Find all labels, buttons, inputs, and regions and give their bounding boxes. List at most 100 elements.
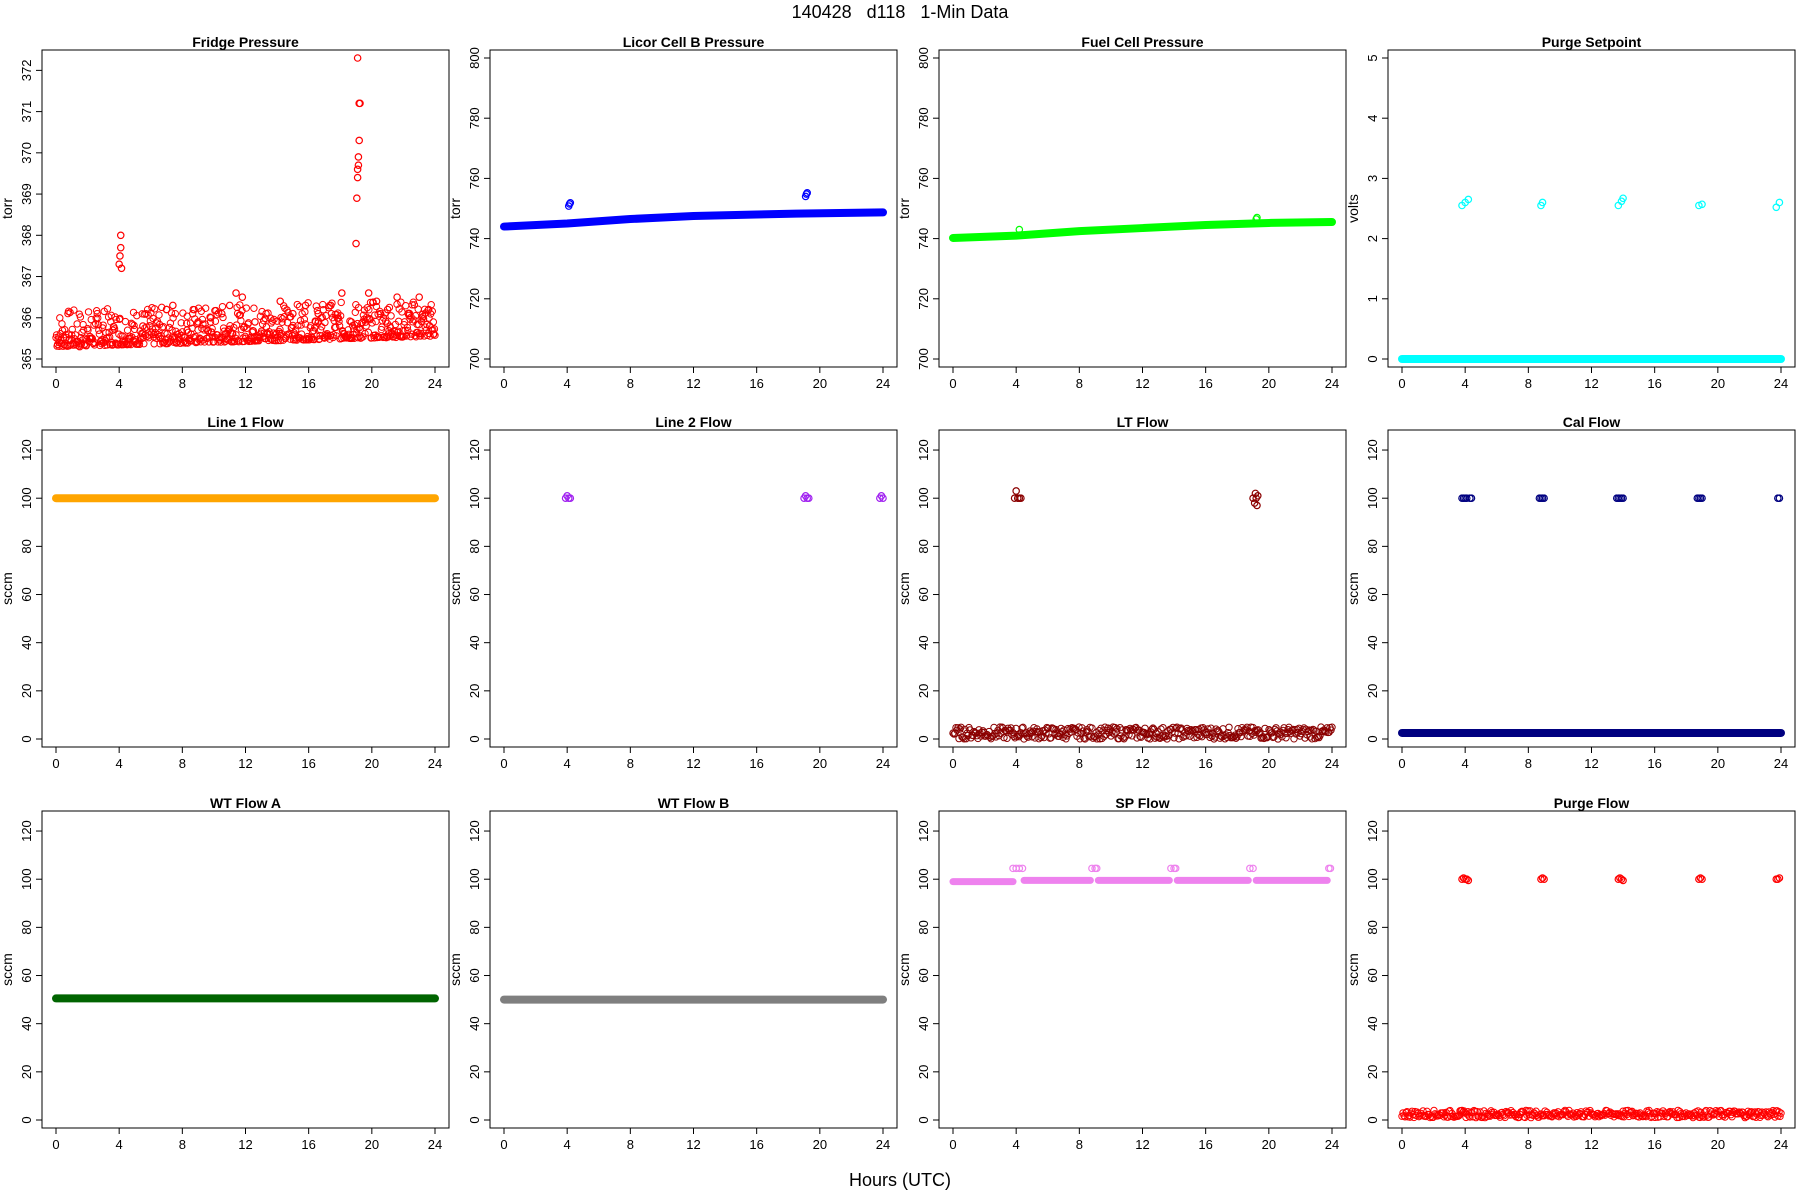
data-point: [415, 293, 424, 301]
y-tick-label: 0: [1365, 355, 1380, 362]
y-tick-label: 20: [19, 684, 34, 698]
band-point: [276, 336, 285, 345]
band-point: [1315, 733, 1323, 742]
y-tick-label: 80: [1365, 539, 1380, 553]
band-point: [1419, 1107, 1427, 1115]
y-tick-label: 120: [467, 820, 482, 842]
band-point: [372, 317, 380, 326]
y-tick-label: 365: [19, 348, 34, 370]
band-point: [236, 311, 245, 319]
y-tick-label: 80: [916, 920, 931, 934]
x-tick-label: 4: [564, 1137, 571, 1152]
plot-frame: [489, 49, 898, 368]
band-point: [1078, 724, 1086, 732]
data-point: [424, 305, 433, 314]
band-point: [90, 321, 98, 329]
data-point: [117, 264, 126, 273]
data-point: [1467, 494, 1476, 503]
band-point: [1095, 726, 1103, 735]
y-tick-label: 40: [1365, 1016, 1380, 1030]
x-tick-label: 12: [1135, 376, 1149, 391]
y-tick-label: 120: [1365, 820, 1380, 842]
band-point: [1007, 724, 1015, 732]
data-point: [356, 99, 364, 108]
band-point: [402, 301, 410, 310]
band-point: [1018, 724, 1026, 732]
x-tick-label: 24: [428, 756, 442, 771]
y-tick-label: 20: [19, 1065, 34, 1079]
data-point: [429, 330, 438, 339]
band-point: [243, 324, 251, 332]
band-point: [1440, 1113, 1448, 1121]
y-tick-label: 40: [916, 635, 931, 649]
y-tick-label: 5: [1365, 54, 1380, 61]
band-point: [1079, 727, 1087, 735]
panel-2: Licor Cell B Pressure torr 0 4 8 12 16 20 24 700 7…: [447, 34, 898, 391]
data-point: [404, 309, 412, 318]
band-point: [324, 331, 332, 340]
band-point: [103, 305, 112, 313]
band-point: [420, 305, 429, 314]
x-tick-label: 16: [1647, 756, 1661, 771]
y-axis-label: torr: [447, 198, 463, 219]
panel-title: Fridge Pressure: [192, 34, 299, 50]
data-point: [353, 54, 362, 62]
y-axis-label: sccm: [1345, 953, 1361, 986]
x-tick-label: 0: [949, 756, 956, 771]
data-point: [1171, 864, 1180, 873]
y-tick-label: 100: [1365, 868, 1380, 890]
band-point: [130, 325, 139, 334]
data-point: [301, 301, 310, 310]
band-point: [1230, 733, 1238, 741]
data-point: [314, 309, 322, 318]
x-tick-label: 16: [749, 376, 763, 391]
band-point: [1280, 724, 1288, 732]
data-point: [1698, 494, 1706, 503]
data-point: [565, 200, 574, 208]
data-point: [218, 309, 226, 318]
y-tick-label: 370: [19, 142, 34, 164]
band-point: [255, 331, 264, 339]
y-tick-label: 60: [19, 968, 34, 982]
x-tick-label: 16: [1198, 376, 1212, 391]
y-tick-label: 100: [916, 487, 931, 509]
x-tick-label: 20: [1711, 1137, 1725, 1152]
x-tick-label: 20: [813, 376, 827, 391]
x-tick-label: 16: [301, 1137, 315, 1152]
y-tick-label: 20: [467, 1065, 482, 1079]
panel-title: SP Flow: [1115, 795, 1169, 811]
band-point: [93, 309, 101, 318]
y-tick-label: 0: [19, 735, 34, 742]
data-point: [116, 252, 124, 260]
band-point: [1142, 729, 1150, 738]
band-point: [110, 325, 119, 333]
band-point: [179, 309, 187, 317]
data-point: [1012, 487, 1020, 495]
y-tick-label: 800: [467, 47, 482, 69]
y-tick-label: 0: [916, 735, 931, 742]
figure-title: 140428 d118 1-Min Data: [791, 2, 1009, 22]
x-tick-label: 20: [1262, 1137, 1276, 1152]
y-tick-label: 369: [19, 183, 34, 205]
band-point: [140, 340, 148, 348]
y-tick-label: 800: [916, 47, 931, 69]
band-point: [76, 313, 85, 321]
panel-1: Fridge Pressure torr 0 4 8 12 16 20 24 365 366 367 3…: [0, 34, 450, 391]
x-tick-label: 16: [1198, 1137, 1212, 1152]
data-point: [1538, 198, 1547, 207]
y-tick-label: 371: [19, 101, 34, 123]
data-point: [372, 297, 381, 306]
band-point: [237, 316, 245, 325]
data-point: [206, 313, 215, 322]
y-axis-label: sccm: [0, 572, 15, 605]
x-tick-label: 4: [564, 756, 571, 771]
panel-title: Purge Setpoint: [1542, 34, 1642, 50]
band-point: [276, 325, 284, 334]
y-tick-label: 720: [916, 288, 931, 310]
data-point: [1619, 194, 1627, 203]
y-tick-label: 20: [467, 684, 482, 698]
x-tick-label: 16: [1647, 1137, 1661, 1152]
panel-3: Fuel Cell Pressure torr 0 4 8 12 16 20 24 700 720 7…: [896, 34, 1347, 391]
x-tick-label: 12: [686, 756, 700, 771]
band-point: [316, 326, 325, 334]
